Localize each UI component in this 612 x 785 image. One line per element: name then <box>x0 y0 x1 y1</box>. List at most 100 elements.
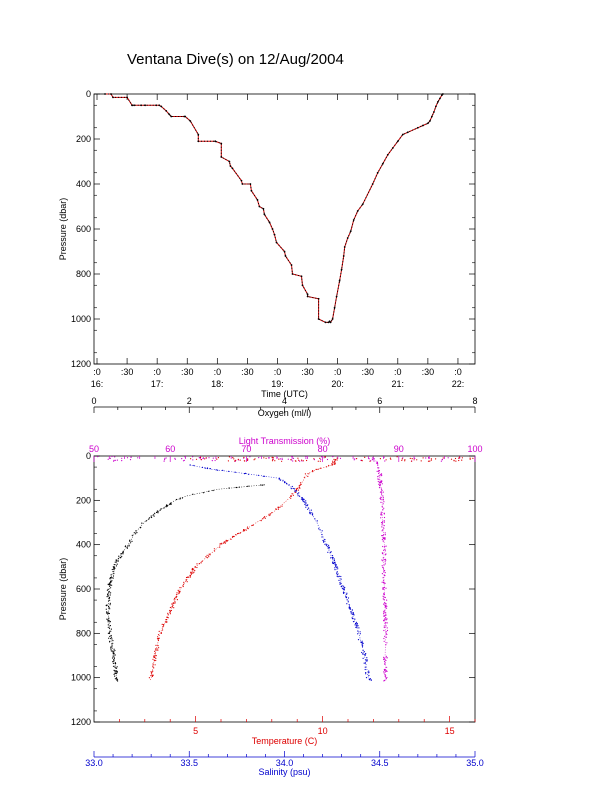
temperature-point <box>328 464 330 467</box>
light_transmission-surface-point <box>414 457 416 459</box>
temperature-point <box>243 529 245 531</box>
dive-profile-point <box>433 111 435 113</box>
salinity-point <box>343 591 345 594</box>
temperature-point <box>201 560 203 563</box>
dive-profile-point <box>110 93 112 95</box>
oxygen-point <box>109 581 111 583</box>
light_transmission-surface-point <box>305 456 307 458</box>
salinity-point <box>295 490 297 492</box>
temperature-point <box>334 460 336 463</box>
temperature-point <box>170 609 172 612</box>
oxygen-point <box>113 573 115 575</box>
temperature-point <box>192 567 194 570</box>
salinity-point <box>278 478 280 480</box>
temperature-point <box>214 550 216 552</box>
temperature-point <box>172 604 174 606</box>
oxygen-point <box>107 632 109 634</box>
light_transmission-point <box>381 559 383 561</box>
temperature-point <box>167 617 169 619</box>
oxygen-point <box>153 512 156 514</box>
oxygen-axis-label: Oxygen (ml/l) <box>258 408 312 418</box>
oxygen-point <box>192 493 194 495</box>
light_transmission-point <box>381 581 383 583</box>
temperature-point <box>151 674 153 676</box>
dive-profile-point <box>361 203 364 206</box>
light_transmission-point <box>382 499 384 501</box>
light_transmission-surface-point <box>292 460 294 462</box>
dive-profile-point <box>249 183 252 185</box>
salinity-point <box>368 670 370 672</box>
temperature-point <box>189 575 192 577</box>
temperature-surface-point <box>332 460 334 462</box>
oxygen-point <box>246 485 248 487</box>
light_transmission-point <box>385 655 387 658</box>
salinity-point <box>362 653 364 655</box>
light_transmission-point <box>382 545 384 548</box>
oxygen-point <box>110 580 112 583</box>
light_transmission-point <box>385 625 387 627</box>
salinity-point <box>279 479 281 481</box>
temperature-point <box>219 546 221 548</box>
temperature-point <box>315 468 317 470</box>
salinity-point <box>368 678 370 680</box>
salinity-point <box>335 566 338 568</box>
light_transmission-point <box>384 546 386 548</box>
light_transmission-point <box>378 475 380 477</box>
oxygen-point <box>110 649 112 651</box>
x-tick-label-minutes: :30 <box>301 367 314 377</box>
dive-profile-point <box>271 228 274 230</box>
temperature-point <box>225 539 227 542</box>
temperature-point <box>235 534 237 536</box>
oxygen-point <box>118 555 120 557</box>
salinity-point <box>244 473 246 475</box>
light_transmission-point <box>382 509 384 511</box>
temperature-point <box>231 536 234 538</box>
light_transmission-point <box>379 483 381 485</box>
salinity-point <box>305 504 307 506</box>
light_transmission-point <box>378 483 380 485</box>
light_transmission-surface-point <box>214 459 216 462</box>
light_transmission-point <box>382 598 384 600</box>
temperature-point <box>333 458 335 460</box>
light_transmission-point <box>383 534 385 536</box>
temperature-point <box>200 562 202 564</box>
oxygen-point <box>114 666 116 668</box>
oxygen-point <box>108 612 110 615</box>
temperature-surface-point <box>324 456 326 458</box>
temperature-point <box>334 462 336 464</box>
salinity-point <box>340 575 342 578</box>
temperature-point <box>162 626 164 628</box>
oxygen-point <box>111 568 113 571</box>
salinity-point <box>336 575 338 577</box>
light_transmission-surface-point <box>428 456 430 459</box>
oxygen-point <box>112 640 114 642</box>
salinity-point <box>356 622 358 625</box>
light-transmission-tick-label: 80 <box>318 444 328 454</box>
light_transmission-surface-point <box>174 457 176 459</box>
light_transmission-point <box>385 545 387 547</box>
temperature-point <box>298 485 300 487</box>
oxygen-point <box>111 657 114 659</box>
salinity-point <box>262 475 264 477</box>
salinity-point <box>334 569 336 571</box>
light_transmission-point <box>382 537 384 539</box>
temperature-surface-point <box>442 457 444 459</box>
temperature-point <box>295 489 298 491</box>
light_transmission-point <box>383 613 385 615</box>
light_transmission-point <box>385 612 387 614</box>
salinity-profile <box>189 464 372 682</box>
oxygen-point <box>107 612 109 614</box>
light_transmission-point <box>377 470 379 472</box>
temperature-point <box>277 508 279 510</box>
temperature-surface-point <box>385 459 387 461</box>
salinity-point <box>342 588 344 590</box>
temperature-point <box>155 644 157 647</box>
oxygen-point <box>110 628 112 630</box>
oxygen-point <box>179 497 181 499</box>
oxygen-point <box>248 485 250 487</box>
temperature-surface-point <box>453 459 455 461</box>
temperature-point <box>155 649 157 651</box>
salinity-point <box>349 608 351 610</box>
light_transmission-surface-point <box>279 458 281 460</box>
temperature-point <box>303 476 305 478</box>
